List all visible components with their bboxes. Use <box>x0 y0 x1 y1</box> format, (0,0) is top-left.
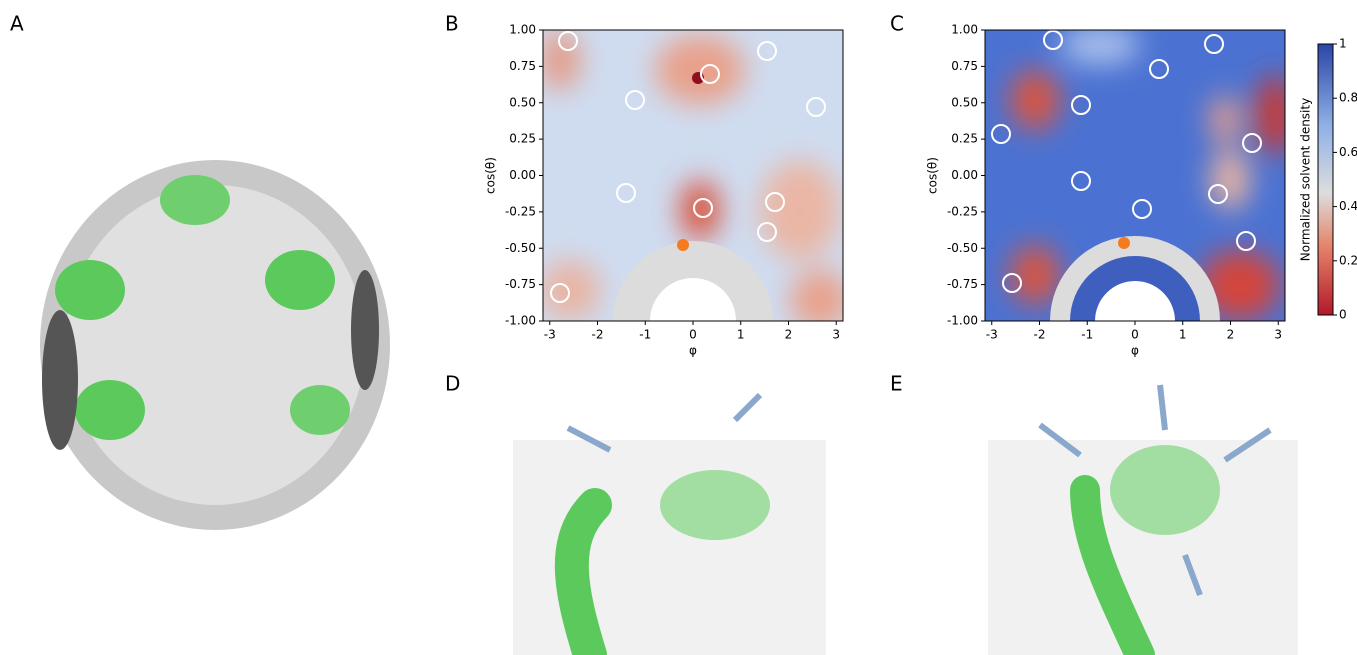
y-tick-label: 0.25 <box>951 132 978 146</box>
y-tick-label: -1.00 <box>947 314 978 328</box>
colorbar-tick-label: 0 <box>1339 308 1347 322</box>
heatmap-c <box>985 30 1285 321</box>
y-tick-label: -0.50 <box>505 241 536 255</box>
panel-label: A <box>10 12 24 36</box>
y-tick-label: 0.25 <box>509 132 536 146</box>
heatmap-b <box>543 30 843 321</box>
x-tick-label: 0 <box>689 328 697 342</box>
y-tick-label: 0.75 <box>509 59 536 73</box>
molecule-render-a <box>40 160 390 530</box>
colorbar <box>1317 43 1334 316</box>
x-tick-label: -1 <box>1081 328 1093 342</box>
x-tick-label: 2 <box>1227 328 1235 342</box>
molecule-render-d <box>513 392 826 655</box>
y-tick-label: 0.00 <box>951 168 978 182</box>
colorbar-tick-label: 0.8 <box>1339 91 1357 105</box>
y-tick-label: -0.75 <box>947 277 978 291</box>
y-tick-label: -0.25 <box>947 204 978 218</box>
colorbar-tick-label: 1 <box>1339 37 1347 51</box>
y-axis-label: cos(θ) <box>484 157 498 194</box>
x-tick-label: 0 <box>1131 328 1139 342</box>
x-axis-label: φ <box>1131 344 1139 358</box>
y-axis-label: cos(θ) <box>926 157 940 194</box>
panel-label: E <box>890 372 903 396</box>
panel-label: D <box>445 372 460 396</box>
y-tick-label: 0.00 <box>509 168 536 182</box>
x-tick-label: 3 <box>832 328 840 342</box>
x-tick-label: -3 <box>544 328 556 342</box>
x-tick-label: 1 <box>737 328 745 342</box>
y-tick-label: 0.50 <box>509 95 536 109</box>
y-tick-label: -0.50 <box>947 241 978 255</box>
x-tick-label: -2 <box>1034 328 1046 342</box>
y-tick-label: 1.00 <box>951 23 978 37</box>
colorbar-label: Normalized solvent density <box>1299 98 1313 261</box>
y-tick-label: 1.00 <box>509 23 536 37</box>
colorbar-tick-label: 0.6 <box>1339 145 1357 159</box>
x-tick-label: 3 <box>1274 328 1282 342</box>
y-tick-label: 0.75 <box>951 59 978 73</box>
panel-label: C <box>890 12 904 36</box>
molecule-render-e <box>988 384 1298 655</box>
x-axis-label: φ <box>689 344 697 358</box>
x-tick-label: 2 <box>785 328 793 342</box>
x-tick-label: -3 <box>986 328 998 342</box>
colorbar-tick-label: 0.4 <box>1339 199 1357 213</box>
y-tick-label: -1.00 <box>505 314 536 328</box>
x-tick-label: -1 <box>639 328 651 342</box>
y-tick-label: -0.25 <box>505 204 536 218</box>
y-tick-label: -0.75 <box>505 277 536 291</box>
x-tick-label: -2 <box>592 328 604 342</box>
x-tick-label: 1 <box>1179 328 1187 342</box>
y-tick-label: 0.50 <box>951 95 978 109</box>
panel-label: B <box>445 12 459 36</box>
colorbar-tick-label: 0.2 <box>1339 253 1357 267</box>
